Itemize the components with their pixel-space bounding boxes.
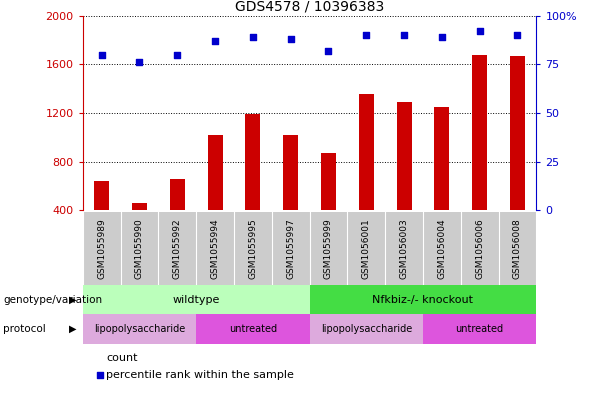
Point	[286, 36, 295, 42]
Bar	[310, 314, 423, 344]
Bar	[158, 212, 196, 285]
Bar	[348, 212, 385, 285]
Point	[172, 51, 182, 58]
Text: GSM1055997: GSM1055997	[286, 218, 295, 279]
Text: GSM1056003: GSM1056003	[400, 218, 409, 279]
Bar	[83, 314, 196, 344]
Text: GSM1056008: GSM1056008	[513, 218, 522, 279]
Point	[512, 32, 522, 38]
Text: GSM1056001: GSM1056001	[362, 218, 371, 279]
Point	[210, 38, 220, 44]
Bar	[423, 314, 536, 344]
Bar	[498, 212, 536, 285]
Text: GSM1055994: GSM1055994	[210, 218, 219, 279]
Point	[475, 28, 485, 35]
Text: protocol: protocol	[3, 324, 46, 334]
Text: GSM1056004: GSM1056004	[437, 218, 446, 279]
Text: GSM1055999: GSM1055999	[324, 218, 333, 279]
Bar	[510, 56, 525, 259]
Bar	[234, 212, 272, 285]
Bar	[245, 114, 261, 259]
Bar	[121, 212, 158, 285]
Bar	[83, 212, 121, 285]
Text: GSM1055995: GSM1055995	[248, 218, 257, 279]
Point	[361, 32, 371, 38]
Bar	[94, 181, 109, 259]
Bar	[472, 55, 487, 259]
Text: GSM1056006: GSM1056006	[475, 218, 484, 279]
Point	[437, 34, 447, 40]
Text: GSM1055990: GSM1055990	[135, 218, 144, 279]
Text: genotype/variation: genotype/variation	[3, 295, 102, 305]
Point	[97, 51, 107, 58]
Text: untreated: untreated	[229, 324, 277, 334]
Bar	[385, 212, 423, 285]
Point	[137, 327, 147, 334]
Bar	[397, 102, 412, 259]
Bar	[83, 285, 310, 314]
Text: ▶: ▶	[69, 295, 76, 305]
Text: ▶: ▶	[69, 324, 76, 334]
Bar	[196, 212, 234, 285]
Text: wildtype: wildtype	[172, 295, 220, 305]
Text: percentile rank within the sample: percentile rank within the sample	[106, 370, 294, 380]
Text: GSM1055992: GSM1055992	[173, 218, 182, 279]
Bar	[434, 107, 449, 259]
Text: count: count	[106, 353, 137, 363]
Bar	[461, 212, 498, 285]
Bar	[132, 203, 147, 259]
Point	[134, 59, 145, 66]
Bar	[310, 212, 348, 285]
Bar	[283, 135, 299, 259]
Title: GDS4578 / 10396383: GDS4578 / 10396383	[235, 0, 384, 13]
Bar	[359, 94, 374, 259]
Text: GSM1055989: GSM1055989	[97, 218, 106, 279]
Bar	[196, 314, 310, 344]
Text: untreated: untreated	[455, 324, 504, 334]
Text: lipopolysaccharide: lipopolysaccharide	[321, 324, 412, 334]
Bar	[207, 135, 223, 259]
Bar	[321, 153, 336, 259]
Bar	[170, 179, 185, 259]
Bar	[272, 212, 310, 285]
Bar	[423, 212, 461, 285]
Point	[399, 32, 409, 38]
Point	[248, 34, 257, 40]
Text: Nfkbiz-/- knockout: Nfkbiz-/- knockout	[373, 295, 473, 305]
Point	[324, 48, 333, 54]
Text: lipopolysaccharide: lipopolysaccharide	[94, 324, 185, 334]
Bar	[310, 285, 536, 314]
